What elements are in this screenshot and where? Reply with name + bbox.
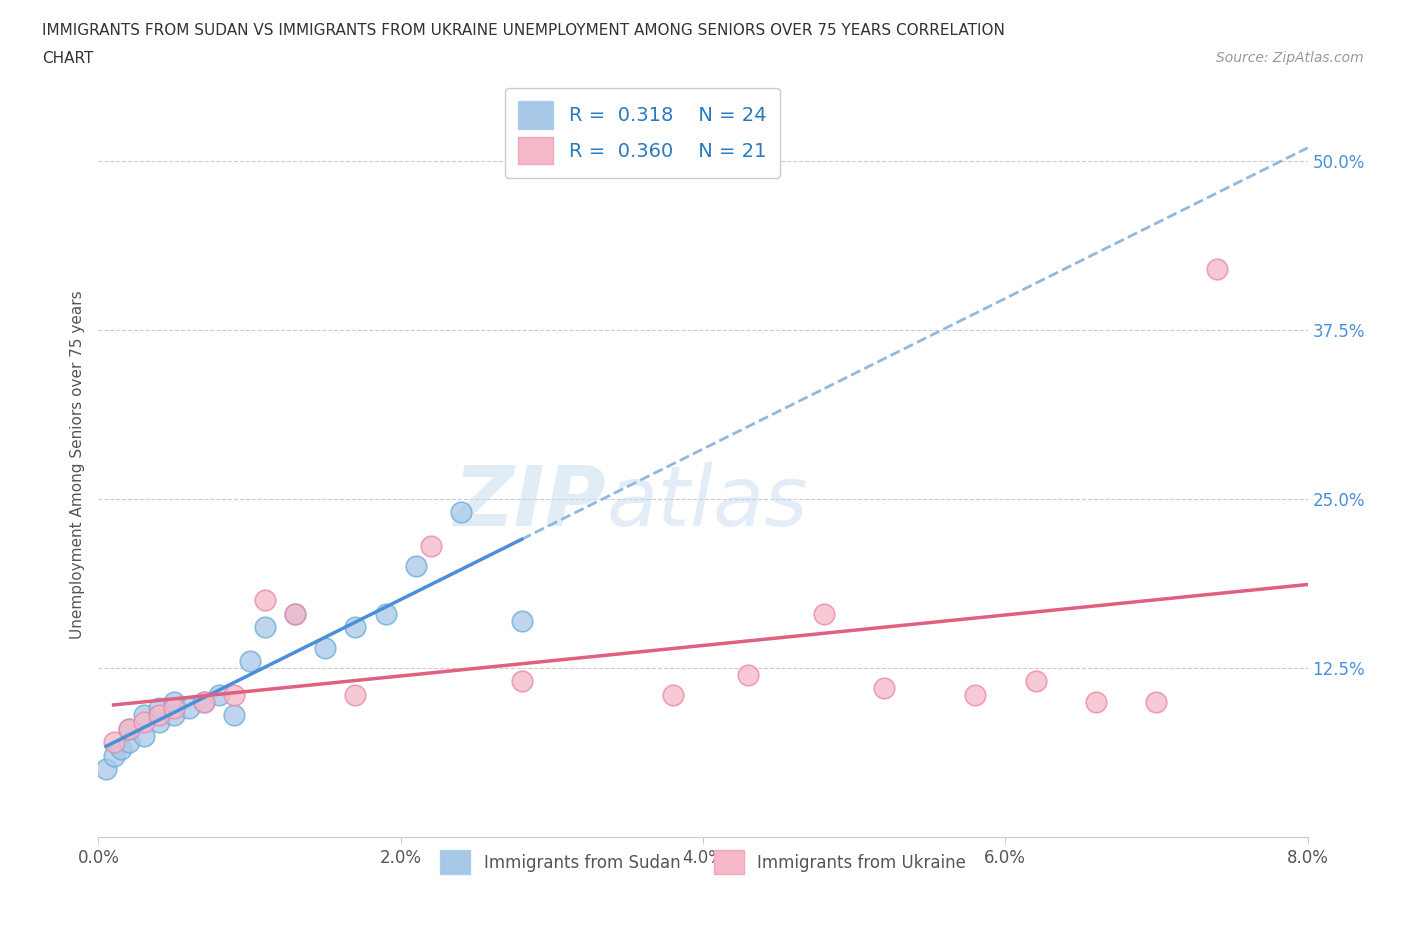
Point — [148, 714, 170, 729]
Point — [103, 735, 125, 750]
Point — [813, 606, 835, 621]
Point — [94, 762, 117, 777]
Point — [224, 687, 246, 702]
Point — [103, 749, 125, 764]
Point — [253, 620, 276, 635]
Y-axis label: Unemployment Among Seniors over 75 years: Unemployment Among Seniors over 75 years — [69, 291, 84, 639]
Point — [118, 722, 141, 737]
Point — [284, 606, 307, 621]
Point — [148, 708, 170, 723]
Point — [179, 701, 201, 716]
Point — [420, 538, 443, 553]
Point — [1085, 695, 1108, 710]
Point — [405, 559, 427, 574]
Point — [284, 606, 307, 621]
Point — [239, 654, 262, 669]
Point — [661, 687, 683, 702]
Point — [118, 722, 141, 737]
Point — [344, 687, 367, 702]
Point — [163, 708, 186, 723]
Text: Source: ZipAtlas.com: Source: ZipAtlas.com — [1216, 51, 1364, 65]
Point — [510, 613, 533, 628]
Point — [132, 728, 155, 743]
Point — [163, 695, 186, 710]
Point — [132, 708, 155, 723]
Point — [148, 701, 170, 716]
Point — [314, 640, 336, 655]
Text: ZIP: ZIP — [454, 461, 606, 543]
Point — [450, 505, 472, 520]
Point — [163, 701, 186, 716]
Text: IMMIGRANTS FROM SUDAN VS IMMIGRANTS FROM UKRAINE UNEMPLOYMENT AMONG SENIORS OVER: IMMIGRANTS FROM SUDAN VS IMMIGRANTS FROM… — [42, 23, 1005, 38]
Legend: Immigrants from Sudan, Immigrants from Ukraine: Immigrants from Sudan, Immigrants from U… — [433, 844, 973, 881]
Point — [344, 620, 367, 635]
Text: atlas: atlas — [606, 461, 808, 543]
Point — [1146, 695, 1168, 710]
Point — [737, 667, 759, 682]
Point — [1206, 261, 1229, 276]
Point — [118, 735, 141, 750]
Point — [1025, 674, 1047, 689]
Point — [110, 741, 132, 756]
Point — [193, 695, 215, 710]
Text: CHART: CHART — [42, 51, 94, 66]
Point — [193, 695, 215, 710]
Point — [965, 687, 987, 702]
Point — [873, 681, 896, 696]
Point — [132, 714, 155, 729]
Point — [224, 708, 246, 723]
Point — [253, 592, 276, 607]
Point — [208, 687, 231, 702]
Point — [510, 674, 533, 689]
Point — [374, 606, 396, 621]
